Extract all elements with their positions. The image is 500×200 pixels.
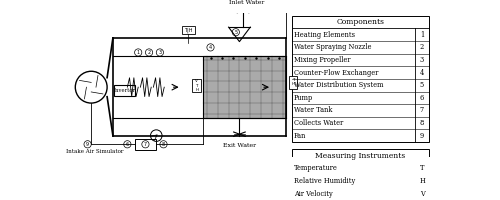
Text: Air Velocity: Air Velocity xyxy=(294,190,333,198)
Text: Intake Air Simulator: Intake Air Simulator xyxy=(66,149,124,154)
Text: V
T
H: V T H xyxy=(196,79,198,92)
Text: 8: 8 xyxy=(162,142,165,147)
Text: 4: 4 xyxy=(420,69,424,77)
Text: Counter-Flow Exchanger: Counter-Flow Exchanger xyxy=(294,69,378,77)
Text: T|H: T|H xyxy=(184,27,192,33)
Text: T: T xyxy=(420,164,424,172)
Text: 1: 1 xyxy=(420,31,424,39)
Text: 6: 6 xyxy=(420,94,424,102)
Text: Water Spraying Nozzle: Water Spraying Nozzle xyxy=(294,43,372,51)
Text: 5: 5 xyxy=(420,81,424,89)
Bar xyxy=(134,139,156,150)
Text: 3: 3 xyxy=(420,56,424,64)
Bar xyxy=(292,16,429,142)
Text: Measuring Instruments: Measuring Instruments xyxy=(316,152,406,160)
Text: Exit Water: Exit Water xyxy=(223,143,256,148)
Text: 1: 1 xyxy=(136,50,140,55)
Text: 7: 7 xyxy=(420,106,424,114)
Text: Collects Water: Collects Water xyxy=(294,119,344,127)
Text: H: H xyxy=(419,177,425,185)
Text: 7: 7 xyxy=(144,142,147,147)
Text: 9: 9 xyxy=(86,142,89,147)
Text: Temperature: Temperature xyxy=(294,164,338,172)
Text: Components: Components xyxy=(336,18,384,26)
Bar xyxy=(192,79,201,92)
Text: 2: 2 xyxy=(420,43,424,51)
Text: 4: 4 xyxy=(209,45,212,50)
Text: 5: 5 xyxy=(234,30,238,35)
Bar xyxy=(288,76,298,89)
Text: 9: 9 xyxy=(420,132,424,140)
Text: 2: 2 xyxy=(148,50,150,55)
Text: Pump: Pump xyxy=(294,94,314,102)
Text: V: V xyxy=(420,190,424,198)
Text: Mixing Propeller: Mixing Propeller xyxy=(294,56,350,64)
Text: Water Distribution System: Water Distribution System xyxy=(294,81,384,89)
Bar xyxy=(292,149,429,200)
Text: 3: 3 xyxy=(158,50,162,55)
Text: 6: 6 xyxy=(126,142,129,147)
Text: Invertor: Invertor xyxy=(114,88,136,93)
Text: Relative Humidity: Relative Humidity xyxy=(294,177,356,185)
Text: 8: 8 xyxy=(420,119,424,127)
Text: Water Tank: Water Tank xyxy=(294,106,333,114)
Text: Inlet Water: Inlet Water xyxy=(229,0,264,5)
Bar xyxy=(204,56,286,118)
Text: T
H: T H xyxy=(292,78,294,86)
Bar xyxy=(114,85,134,96)
Bar xyxy=(182,26,194,34)
Text: Fan: Fan xyxy=(294,132,306,140)
Text: Heating Elements: Heating Elements xyxy=(294,31,355,39)
